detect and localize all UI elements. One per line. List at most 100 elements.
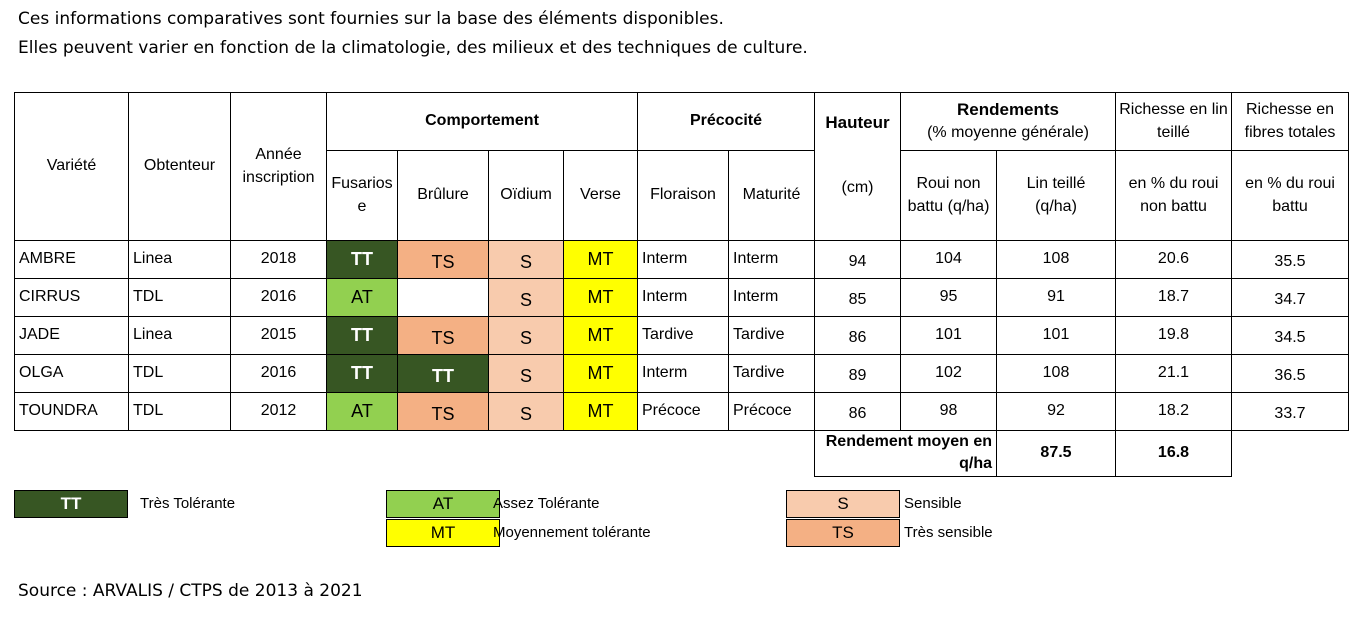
- cell-richesse-lin: 18.2: [1115, 392, 1232, 431]
- header-richesse-lin: Richesse en lin teillé: [1115, 92, 1232, 151]
- cell-brulure: TS: [397, 316, 489, 355]
- varieties-table: Variété Obtenteur Année inscription Comp…: [14, 92, 1349, 477]
- legend-code-mt: MT: [386, 519, 500, 547]
- cell-fusariose: TT: [326, 240, 398, 279]
- header-lin: Lin teillé (q/ha): [996, 150, 1116, 241]
- intro-line-1: Ces informations comparatives sont fourn…: [18, 9, 724, 29]
- cell-richesse-lin: 18.7: [1115, 278, 1232, 317]
- legend-label-tt: Très Tolérante: [140, 495, 236, 512]
- cell-annee: 2016: [230, 354, 327, 393]
- cell-richesse-fibres: 34.7: [1231, 278, 1349, 317]
- header-fusariose: Fusariose: [326, 150, 398, 241]
- cell-fusariose: AT: [326, 278, 398, 317]
- legend-label-ts: Très sensible: [904, 524, 993, 541]
- cell-verse: MT: [563, 240, 638, 279]
- header-brulure: Brûlure: [397, 150, 489, 241]
- cell-obtenteur: TDL: [128, 354, 231, 393]
- table-row: AMBRE Linea 2018 TT TS S MT Interm Interm 94 104 10…: [14, 240, 1349, 279]
- cell-hauteur: 86: [814, 316, 901, 355]
- cell-maturite: Interm: [728, 278, 815, 317]
- cell-lin: 108: [996, 240, 1116, 279]
- cell-brulure: TS: [397, 392, 489, 431]
- cell-oidium: S: [488, 316, 564, 355]
- cell-floraison: Précoce: [637, 392, 729, 431]
- cell-roui: 98: [900, 392, 997, 431]
- average-roui: 87.5: [996, 430, 1116, 477]
- header-precocite: Précocité: [637, 92, 815, 151]
- source-note: Source : ARVALIS / CTPS de 2013 à 2021: [18, 581, 363, 601]
- cell-roui: 101: [900, 316, 997, 355]
- header-roui: Roui non battu (q/ha): [900, 150, 997, 241]
- cell-oidium: S: [488, 240, 564, 279]
- cell-maturite: Interm: [728, 240, 815, 279]
- header-rendements: Rendements (% moyenne générale): [900, 92, 1116, 151]
- legend-label-at: Assez Tolérante: [493, 495, 600, 512]
- header-verse: Verse: [563, 150, 638, 241]
- cell-lin: 92: [996, 392, 1116, 431]
- cell-variete: AMBRE: [14, 240, 129, 279]
- header-floraison: Floraison: [637, 150, 729, 241]
- header-richesse-fibres: Richesse en fibres totales: [1231, 92, 1349, 151]
- cell-maturite: Précoce: [728, 392, 815, 431]
- cell-hauteur: 94: [814, 240, 901, 279]
- cell-oidium: S: [488, 354, 564, 393]
- cell-annee: 2012: [230, 392, 327, 431]
- cell-verse: MT: [563, 278, 638, 317]
- legend-code-ts: TS: [786, 519, 900, 547]
- cell-floraison: Interm: [637, 278, 729, 317]
- cell-variete: CIRRUS: [14, 278, 129, 317]
- intro-line-2: Elles peuvent varier en fonction de la c…: [18, 38, 808, 58]
- cell-obtenteur: Linea: [128, 240, 231, 279]
- header-rendements-sub: (% moyenne générale): [927, 124, 1089, 142]
- table-row: OLGA TDL 2016 TT TT S MT Interm Tardive 89 102 108 2…: [14, 354, 1349, 393]
- legend-label-s: Sensible: [904, 495, 962, 512]
- cell-brulure: TS: [397, 240, 489, 279]
- header-richesse-lin-unit: en % du roui non battu: [1115, 150, 1232, 241]
- legend-code-at: AT: [386, 490, 500, 518]
- cell-hauteur: 89: [814, 354, 901, 393]
- cell-brulure: TT: [397, 354, 489, 393]
- cell-richesse-fibres: 34.5: [1231, 316, 1349, 355]
- cell-floraison: Interm: [637, 240, 729, 279]
- cell-roui: 104: [900, 240, 997, 279]
- cell-fusariose: AT: [326, 392, 398, 431]
- cell-richesse-lin: 21.1: [1115, 354, 1232, 393]
- average-label: Rendement moyen en q/ha: [814, 430, 997, 477]
- cell-richesse-fibres: 33.7: [1231, 392, 1349, 431]
- cell-richesse-lin: 20.6: [1115, 240, 1232, 279]
- cell-lin: 101: [996, 316, 1116, 355]
- cell-richesse-fibres: 36.5: [1231, 354, 1349, 393]
- cell-verse: MT: [563, 316, 638, 355]
- header-maturite: Maturité: [728, 150, 815, 241]
- table-row: TOUNDRA TDL 2012 AT TS S MT Précoce Précoce 86 98 9…: [14, 392, 1349, 431]
- cell-floraison: Tardive: [637, 316, 729, 355]
- average-lin: 16.8: [1115, 430, 1232, 477]
- header-comportement: Comportement: [326, 92, 638, 151]
- cell-richesse-lin: 19.8: [1115, 316, 1232, 355]
- cell-obtenteur: TDL: [128, 278, 231, 317]
- table-row: JADE Linea 2015 TT TS S MT Tardive Tardive 86 101 1…: [14, 316, 1349, 355]
- legend-code-tt: TT: [14, 490, 128, 518]
- cell-lin: 91: [996, 278, 1116, 317]
- cell-maturite: Tardive: [728, 354, 815, 393]
- cell-fusariose: TT: [326, 316, 398, 355]
- cell-richesse-fibres: 35.5: [1231, 240, 1349, 279]
- cell-verse: MT: [563, 392, 638, 431]
- cell-oidium: S: [488, 392, 564, 431]
- cell-oidium: S: [488, 278, 564, 317]
- header-rendements-label: Rendements: [956, 100, 1060, 120]
- cell-lin: 108: [996, 354, 1116, 393]
- header-richesse-fibres-unit: en % du roui battu: [1231, 150, 1349, 241]
- cell-brulure: [397, 278, 489, 317]
- header-annee: Année inscription: [230, 92, 327, 241]
- cell-annee: 2016: [230, 278, 327, 317]
- header-hauteur-label: Hauteur: [825, 113, 890, 132]
- cell-floraison: Interm: [637, 354, 729, 393]
- cell-hauteur: 86: [814, 392, 901, 431]
- cell-variete: OLGA: [14, 354, 129, 393]
- header-obtenteur: Obtenteur: [128, 92, 231, 241]
- cell-annee: 2018: [230, 240, 327, 279]
- average-spacer-right: [1231, 430, 1349, 477]
- cell-maturite: Tardive: [728, 316, 815, 355]
- cell-obtenteur: Linea: [128, 316, 231, 355]
